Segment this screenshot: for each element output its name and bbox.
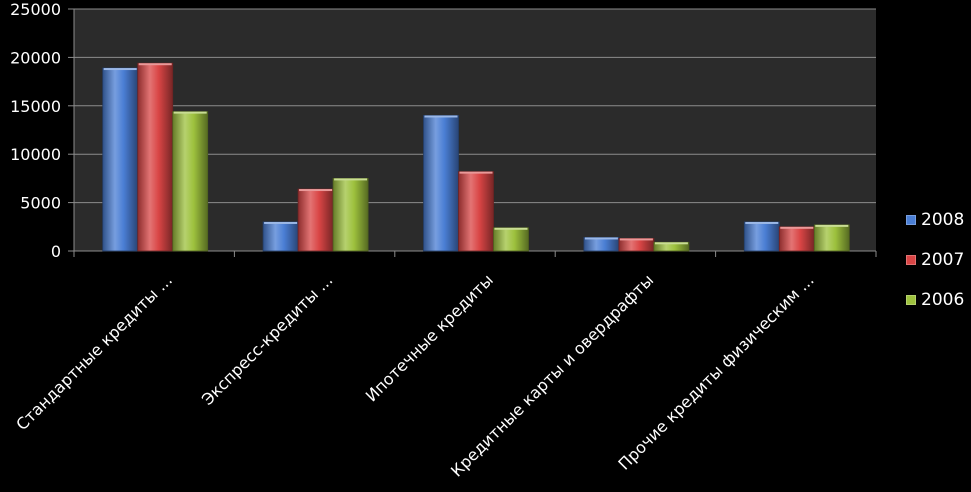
bar-highlight [299,189,333,192]
bar-2007-1 [137,62,174,252]
bar-highlight [584,237,618,240]
bar-highlight [459,171,493,174]
bar-2008-1 [102,67,139,252]
bar-2006-1 [172,111,209,252]
bar-highlight [334,178,368,181]
bar-2008-5 [743,221,780,252]
y-tick-label: 0 [51,242,61,261]
legend-swatch-2008 [906,215,916,225]
bar-2007-2 [297,188,334,252]
bar-2007-3 [458,171,494,252]
legend-label-2008: 2008 [921,210,965,230]
bar-2006-3 [493,227,529,252]
bar-highlight [264,221,298,224]
bar-highlight [103,68,137,71]
legend-item-2008: 2008 [906,200,971,240]
legend: 2008 2007 2006 [906,200,971,320]
y-tick-label: 15000 [10,97,61,116]
legend-swatch-2006 [906,295,916,305]
bar-highlight [780,226,814,229]
legend-label-2006: 2006 [921,290,965,310]
bar-highlight [745,221,779,224]
y-tick-label: 20000 [10,48,61,67]
y-tick-label: 5000 [20,194,61,213]
bar-2008-2 [262,221,299,252]
x-tick-label: Прочие кредиты физическим ... [614,270,817,473]
bar-highlight [619,238,653,241]
legend-swatch-2007 [906,255,916,265]
legend-label-2007: 2007 [921,250,965,270]
x-tick-label: Экспресс-кредиты ... [198,270,337,409]
legend-item-2006: 2006 [906,280,971,320]
y-tick-label: 10000 [10,145,61,164]
bar-highlight [138,63,172,66]
bar-highlight [173,111,207,114]
bar-highlight [494,227,528,230]
x-tick-label: Стандартные кредиты ... [12,270,176,434]
bar-2008-4 [583,237,620,252]
bar-2008-3 [423,115,459,252]
bar-2006-2 [332,177,369,252]
legend-item-2007: 2007 [906,240,971,280]
bar-highlight [424,115,458,118]
y-tick-label: 25000 [10,0,61,19]
bar-highlight [815,224,849,227]
bar-2007-5 [778,226,815,252]
bar-highlight [654,242,688,245]
bar-2006-5 [813,224,850,252]
x-tick-label: Ипотечные кредиты [362,270,497,405]
